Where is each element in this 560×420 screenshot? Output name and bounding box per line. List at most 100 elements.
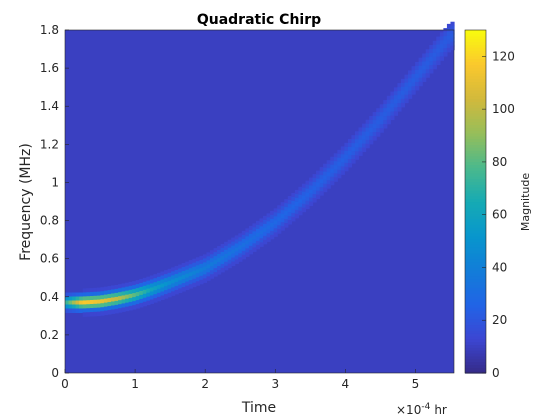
heatmap-cell — [142, 297, 147, 303]
heatmap-cell — [330, 176, 335, 182]
heatmap-cell — [316, 170, 321, 176]
heatmap-cell — [436, 40, 441, 46]
heatmap-cell — [82, 300, 87, 305]
heatmap-cell — [415, 73, 420, 79]
heatmap-cell — [178, 272, 183, 277]
colorbar-segment — [465, 278, 486, 283]
heatmap-cell — [192, 282, 197, 288]
heatmap-cell — [103, 286, 109, 292]
colorbar-segment — [465, 170, 486, 174]
heatmap-cell — [128, 285, 133, 291]
heatmap-cell — [139, 302, 144, 308]
x-tick-label: 1 — [131, 377, 139, 391]
heatmap-cell — [213, 248, 218, 253]
heatmap-cell — [86, 300, 91, 305]
heatmap-cell — [277, 213, 282, 218]
heatmap-cell — [280, 206, 285, 211]
heatmap-cell — [164, 278, 169, 283]
heatmap-cell — [323, 187, 328, 193]
heatmap-cell — [340, 162, 345, 167]
heatmap-cell — [86, 312, 91, 317]
heatmap-cell — [231, 257, 236, 263]
heatmap-cell — [270, 214, 275, 220]
heatmap-cell — [330, 172, 335, 178]
heatmap-cell — [316, 182, 321, 188]
heatmap-cell — [153, 278, 158, 283]
heatmap-cell — [337, 149, 342, 155]
heatmap-cell — [72, 304, 77, 309]
heatmap-cell — [337, 165, 342, 171]
heatmap-cell — [118, 284, 123, 289]
heatmap-cell — [294, 201, 299, 207]
heatmap-cell — [330, 168, 335, 174]
heatmap-cell — [209, 250, 215, 255]
colorbar-segment — [465, 67, 486, 71]
heatmap-cell — [418, 77, 423, 83]
heatmap-cell — [68, 296, 73, 301]
colorbar-tick-label: 120 — [492, 49, 515, 63]
heatmap-cell — [185, 269, 190, 275]
colorbar-segment — [465, 41, 486, 45]
heatmap-cell — [393, 91, 399, 96]
heatmap-cell — [358, 151, 363, 156]
colorbar-segment — [465, 261, 486, 265]
heatmap-cell — [121, 287, 126, 292]
heatmap-cell — [354, 135, 360, 140]
colorbar-segment — [465, 367, 486, 371]
heatmap-cell — [422, 77, 427, 82]
x-tick-label: 5 — [412, 377, 420, 391]
colorbar-segment — [465, 107, 486, 111]
heatmap-cell — [415, 85, 420, 91]
heatmap-cell — [358, 127, 363, 132]
heatmap-cell — [309, 201, 314, 207]
colorbar-segment — [465, 310, 486, 314]
heatmap-cell — [312, 194, 317, 199]
heatmap-cell — [351, 155, 356, 160]
heatmap-cell — [156, 288, 162, 294]
heatmap-cell — [185, 265, 190, 271]
heatmap-cell — [404, 86, 409, 92]
heatmap-cell — [139, 294, 144, 300]
heatmap-cell — [171, 291, 176, 296]
heatmap-cell — [156, 280, 162, 286]
heatmap-cell — [100, 295, 105, 300]
heatmap-cell — [114, 304, 119, 310]
heatmap-cell — [86, 288, 91, 293]
x-axis: 0 1 2 3 4 5 — [61, 369, 419, 391]
heatmap-cell — [340, 170, 345, 175]
colorbar-segment — [465, 301, 486, 305]
heatmap-cell — [227, 259, 232, 265]
heatmap-cell — [238, 245, 243, 250]
heatmap-cell — [118, 300, 123, 305]
heatmap-cell — [195, 257, 200, 262]
heatmap-cell — [369, 127, 374, 133]
heatmap-cell — [245, 240, 250, 245]
heatmap-cell — [72, 308, 77, 313]
heatmap-cell — [418, 65, 423, 71]
heatmap-cell — [241, 238, 246, 244]
colorbar-segment — [465, 190, 486, 194]
heatmap-cell — [202, 274, 208, 279]
heatmap-cell — [107, 290, 112, 295]
heatmap-cell — [125, 286, 130, 292]
heatmap-cell — [231, 253, 236, 259]
heatmap-cell — [93, 303, 98, 309]
heatmap-cell — [429, 69, 434, 74]
heatmap-cell — [185, 273, 190, 279]
heatmap-cell — [450, 21, 455, 27]
colorbar-segment — [465, 238, 486, 243]
heatmap-cell — [309, 197, 314, 203]
heatmap-cell — [390, 115, 395, 121]
colorbar-segment — [465, 361, 486, 366]
y-tick-label: 1.8 — [40, 23, 59, 37]
heatmap-cell — [446, 35, 452, 41]
heatmap-cell — [446, 39, 452, 45]
heatmap-cell — [128, 305, 133, 311]
heatmap-cell — [72, 296, 77, 301]
heatmap-cell — [217, 246, 222, 251]
heatmap-cell — [273, 216, 278, 221]
colorbar-segment — [465, 347, 486, 351]
heatmap-cell — [248, 245, 254, 251]
heatmap-cell — [280, 226, 285, 231]
colorbar-segment — [465, 75, 486, 80]
